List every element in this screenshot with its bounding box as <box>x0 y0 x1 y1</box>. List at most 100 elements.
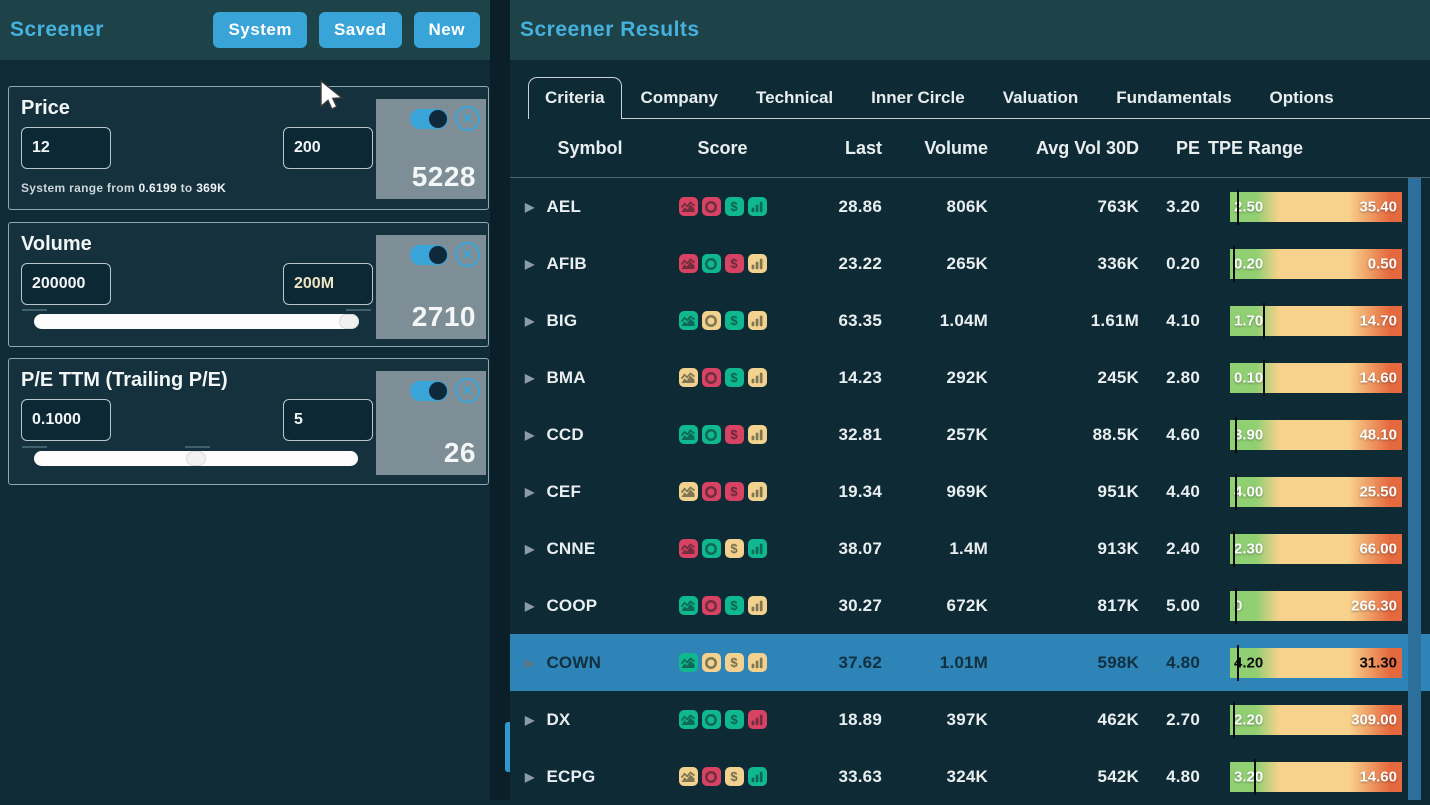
last-value: 38.07 <box>838 538 882 558</box>
ring-icon <box>701 767 721 786</box>
volume-min-input[interactable] <box>21 263 111 305</box>
tpe-low-label: 2.20 <box>1234 711 1264 728</box>
trend-icon <box>678 425 698 444</box>
tpe-range-bar: 2.20 309.00 <box>1230 701 1402 738</box>
filter-enabled-toggle[interactable] <box>410 245 448 265</box>
col-tpe-range[interactable]: TPE Range <box>1208 137 1304 158</box>
symbol-label: AFIB <box>546 253 587 273</box>
expand-arrow-icon[interactable]: ▶ <box>525 256 535 271</box>
col-symbol[interactable]: Symbol <box>557 137 623 158</box>
avg-vol-30d-value: 462K <box>1097 709 1139 729</box>
tab-technical[interactable]: Technical <box>756 88 834 107</box>
new-button[interactable]: New <box>413 12 480 48</box>
trend-icon <box>678 254 698 273</box>
last-value: 32.81 <box>838 424 882 444</box>
trend-icon <box>678 197 698 216</box>
expand-arrow-icon[interactable]: ▶ <box>525 598 535 613</box>
ring-icon <box>701 710 721 729</box>
saved-button[interactable]: Saved <box>318 12 402 48</box>
table-row[interactable]: ▶ BIG $ <box>510 292 1430 349</box>
ring-icon <box>701 596 721 615</box>
expand-arrow-icon[interactable]: ▶ <box>525 769 535 784</box>
trend-icon <box>678 767 698 786</box>
table-row[interactable]: ▶ CCD $ <box>510 406 1430 463</box>
results-scrollbar[interactable] <box>1408 178 1421 800</box>
panel-divider <box>490 0 510 800</box>
volume-max-input[interactable] <box>283 263 373 305</box>
expand-arrow-icon[interactable]: ▶ <box>525 370 535 385</box>
expand-arrow-icon[interactable]: ▶ <box>525 199 535 214</box>
last-value: 33.63 <box>838 766 882 786</box>
tpe-low-label: 3.20 <box>1234 768 1264 785</box>
table-row[interactable]: ▶ ECPG $ <box>510 748 1430 805</box>
bars-icon <box>747 539 767 558</box>
price-min-input[interactable] <box>21 127 111 169</box>
tab-options[interactable]: Options <box>1269 88 1334 107</box>
score-icons: $ <box>655 767 790 786</box>
tab-criteria[interactable]: Criteria <box>528 77 622 119</box>
match-count: 5228 <box>411 161 476 192</box>
expand-arrow-icon[interactable]: ▶ <box>525 313 535 328</box>
slider-thumb[interactable] <box>338 314 359 329</box>
trend-icon <box>678 596 698 615</box>
tab-valuation[interactable]: Valuation <box>1002 88 1079 107</box>
volume-range-slider[interactable] <box>34 314 359 329</box>
table-row[interactable]: ▶ CNNE $ <box>510 520 1430 577</box>
filter-card-price: Price System range from 0.6199 to 369K ✕… <box>8 86 489 210</box>
tab-company[interactable]: Company <box>640 88 718 107</box>
pe-value: 5.00 <box>1166 595 1200 615</box>
last-value: 23.22 <box>838 253 882 273</box>
bars-icon <box>747 368 767 387</box>
pe-range-slider[interactable] <box>34 451 358 466</box>
expand-arrow-icon[interactable]: ▶ <box>525 541 535 556</box>
dollar-icon: $ <box>724 368 744 387</box>
result-count-box: ✕ 26 <box>376 371 486 475</box>
filter-enabled-toggle[interactable] <box>410 381 448 401</box>
score-icons: $ <box>655 653 790 672</box>
score-icons: $ <box>655 311 790 330</box>
pe-value: 0.20 <box>1166 253 1200 273</box>
col-volume[interactable]: Volume <box>924 137 988 158</box>
table-row[interactable]: ▶ CEF $ <box>510 463 1430 520</box>
volume-value: 292K <box>946 367 988 387</box>
col-avg-vol-30d[interactable]: Avg Vol 30D <box>1035 137 1139 158</box>
table-row[interactable]: ▶ DX $ <box>510 691 1430 748</box>
dollar-icon: $ <box>724 767 744 786</box>
screener-panel: Screener System Saved New Price System r… <box>0 0 490 800</box>
expand-arrow-icon[interactable]: ▶ <box>525 484 535 499</box>
table-row[interactable]: ▶ COOP $ <box>510 577 1430 634</box>
symbol-label: CEF <box>546 481 582 501</box>
system-button[interactable]: System <box>213 12 307 48</box>
col-last[interactable]: Last <box>844 137 882 158</box>
score-icons: $ <box>655 710 790 729</box>
table-row[interactable]: ▶ BMA $ <box>510 349 1430 406</box>
pe-min-input[interactable] <box>21 399 111 441</box>
tpe-range-bar: 4.00 25.50 <box>1230 473 1402 510</box>
remove-filter-button[interactable]: ✕ <box>455 242 480 267</box>
avg-vol-30d-value: 245K <box>1097 367 1139 387</box>
col-score[interactable]: Score <box>697 137 748 158</box>
tab-inner-circle[interactable]: Inner Circle <box>871 88 965 107</box>
table-row[interactable]: ▶ AEL $ <box>510 178 1430 235</box>
tpe-gradient-bar <box>1230 362 1402 393</box>
table-row[interactable]: ▶ COWN $ <box>510 634 1430 691</box>
avg-vol-30d-value: 951K <box>1097 481 1139 501</box>
ring-icon <box>701 539 721 558</box>
expand-arrow-icon[interactable]: ▶ <box>525 712 535 727</box>
table-row[interactable]: ▶ AFIB $ <box>510 235 1430 292</box>
expand-arrow-icon[interactable]: ▶ <box>525 427 535 442</box>
remove-filter-button[interactable]: ✕ <box>455 106 480 131</box>
tab-fundamentals[interactable]: Fundamentals <box>1116 88 1232 107</box>
remove-filter-button[interactable]: ✕ <box>455 378 480 403</box>
dollar-glyph: $ <box>730 427 738 442</box>
filter-enabled-toggle[interactable] <box>410 109 448 129</box>
screener-header: Screener System Saved New <box>0 0 490 60</box>
pe-max-input[interactable] <box>283 399 373 441</box>
expand-arrow-icon[interactable]: ▶ <box>525 655 535 670</box>
pe-position-marker <box>1236 644 1239 681</box>
bars-icon <box>747 254 767 273</box>
col-pe[interactable]: PE <box>1175 137 1200 158</box>
tpe-gradient-bar <box>1230 704 1402 735</box>
price-max-input[interactable] <box>283 127 373 169</box>
slider-thumb[interactable] <box>186 451 207 466</box>
